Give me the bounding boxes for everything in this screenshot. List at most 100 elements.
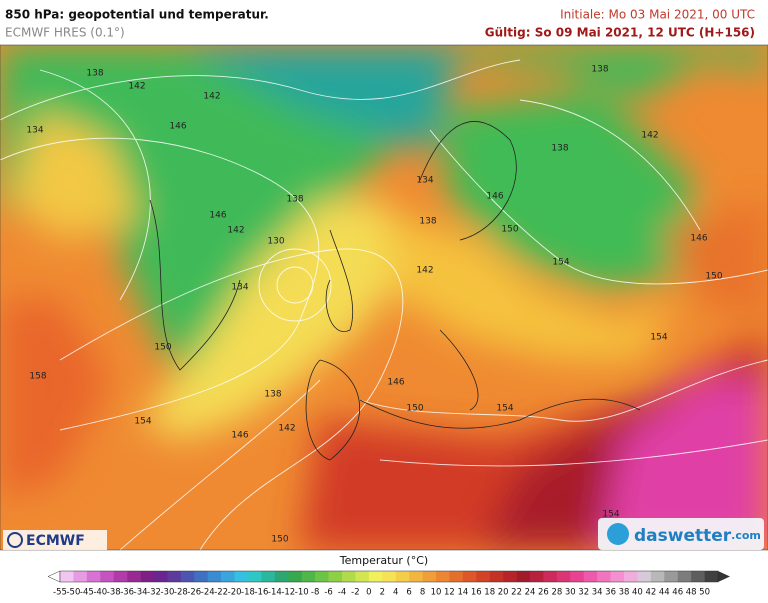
colorbar-segment (637, 571, 652, 582)
colorbar-segment (288, 571, 303, 582)
colorbar-segment (677, 571, 692, 582)
colorbar-segment (503, 571, 517, 582)
colorbar-segment (154, 571, 168, 582)
contour-label: 150 (501, 225, 518, 235)
contour-label: 146 (486, 192, 503, 202)
contour-label: 154 (134, 417, 151, 427)
colorbar-segment (261, 571, 276, 582)
colorbar-segment (650, 571, 665, 582)
colorbar-tick-label: -10 (295, 588, 309, 598)
contour-label: 146 (169, 122, 186, 132)
colorbar-segment (422, 571, 437, 582)
contour-label: 146 (231, 431, 248, 441)
contour-label: 154 (650, 333, 667, 343)
colorbar-segment (436, 571, 450, 582)
colorbar-segment (691, 571, 705, 582)
colorbar-segment (342, 571, 356, 582)
colorbar-tick-label: 8 (420, 588, 425, 598)
logo-suffix: .com (731, 529, 761, 542)
colorbar-tick-label: -28 (174, 588, 188, 598)
colorbar-segment (234, 571, 249, 582)
init-time: Initiale: Mo 03 Mai 2021, 00 UTC (560, 8, 755, 22)
colorbar-tick-label: 12 (444, 588, 455, 598)
colorbar-tick-label: -30 (160, 588, 174, 598)
colorbar-segment (180, 571, 195, 582)
colorbar-segment (328, 571, 343, 582)
contour-label: 150 (406, 404, 423, 414)
contour-label: 142 (227, 226, 244, 236)
contour-label: 150 (271, 535, 288, 545)
contour-label: 142 (278, 424, 295, 434)
colorbar-segment (583, 571, 598, 582)
colorbar-tick-label: 30 (565, 588, 576, 598)
contour-label: 138 (591, 65, 608, 75)
colorbar-segment (543, 571, 558, 582)
colorbar-tick-label: -12 (281, 588, 295, 598)
contour-label: 138 (286, 195, 303, 205)
colorbar-segment (530, 571, 544, 582)
colorbar-tick-label: -14 (268, 588, 282, 598)
colorbar-tick-label: 44 (659, 588, 670, 598)
colorbar-segment (704, 571, 719, 582)
contour-label: 134 (26, 126, 43, 136)
colorbar-segment (570, 571, 585, 582)
colorbar-segment (301, 571, 316, 582)
valid-time: Gültig: So 09 Mai 2021, 12 UTC (H+156) (485, 26, 755, 40)
colorbar-segment (449, 571, 464, 582)
colorbar-tick-label: -6 (324, 588, 332, 598)
colorbar-tick-label: 48 (686, 588, 697, 598)
map-frame (0, 44, 768, 551)
colorbar-tick-label: 42 (645, 588, 656, 598)
colorbar-tick-label: -32 (147, 588, 161, 598)
colorbar-segment (476, 571, 491, 582)
title: 850 hPa: geopotential und temperatur. (5, 8, 269, 22)
colorbar-segment (355, 571, 370, 582)
colorbar-tick-label: 2 (380, 588, 385, 598)
colorbar-segment (516, 571, 531, 582)
colorbar-tick-label: 22 (511, 588, 522, 598)
contour-label: 146 (690, 234, 707, 244)
contour-label: 130 (267, 237, 284, 247)
colorbar-segment (100, 571, 115, 582)
colorbar-tick-label: 6 (406, 588, 411, 598)
colorbar-segment (140, 571, 155, 582)
contour-label: 134 (231, 283, 248, 293)
contour-label: 150 (705, 272, 722, 282)
contour-label: 154 (552, 258, 569, 268)
logo-name: daswetter (634, 526, 732, 546)
logo-text: ECMWF (26, 533, 85, 549)
colorbar-segment (395, 571, 410, 582)
colorbar-tick-label: 20 (498, 588, 509, 598)
contour-label: 138 (86, 69, 103, 79)
contour-label: 154 (602, 510, 619, 520)
colorbar-tick-label: 50 (699, 588, 710, 598)
colorbar-segment (221, 571, 235, 582)
colorbar-tick-label: -4 (338, 588, 346, 598)
colorbar-tick-label: 28 (551, 588, 562, 598)
contour-label: 142 (641, 131, 658, 141)
colorbar-tick-label: -2 (351, 588, 359, 598)
colorbar-arrow-left (47, 570, 61, 583)
colorbar-tick-label: 16 (471, 588, 482, 598)
colorbar-tick-label: 46 (672, 588, 683, 598)
colorbar-tick-label: -34 (134, 588, 148, 598)
temperature-field (0, 45, 768, 550)
logo-icon (7, 532, 23, 548)
colorbar-segment (664, 571, 679, 582)
colorbar-tick-label: -50 (66, 588, 80, 598)
colorbar-segment (556, 571, 571, 582)
colorbar-segment (368, 571, 383, 582)
subtitle: ECMWF HRES (0.1°) (5, 26, 125, 40)
colorbar-tick-label: 32 (578, 588, 589, 598)
colorbar-tick-label: -40 (93, 588, 107, 598)
contour-label: 158 (29, 372, 46, 382)
colorbar-tick-label: 24 (525, 588, 536, 598)
daswetter-logo: daswetter.com (598, 518, 764, 550)
colorbar-tick-label: 38 (619, 588, 630, 598)
colorbar-tick-label: -38 (107, 588, 121, 598)
colorbar-segment (113, 571, 128, 582)
colorbar-segment (194, 571, 209, 582)
contour-label: 142 (128, 82, 145, 92)
